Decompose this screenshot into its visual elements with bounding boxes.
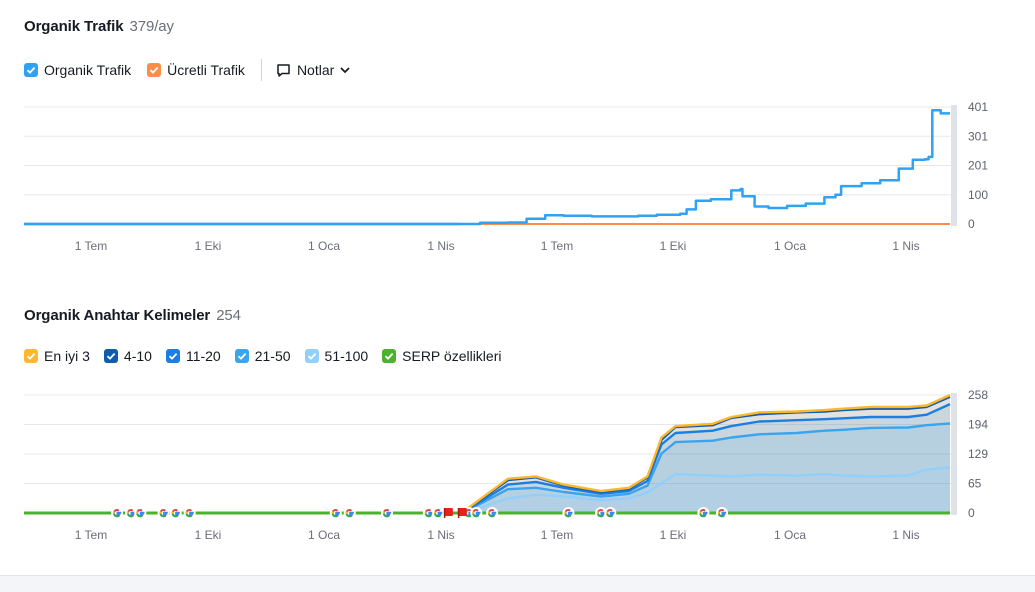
keywords-chart: 258 194 129 65 0 1 Tem 1 Eki 1 Oca 1 Nis 1 Tem 1 E… [0, 0, 1035, 560]
google-update-icon[interactable] [486, 507, 498, 519]
x-tick-label: 1 Nis [892, 528, 919, 542]
x-tick-label: 1 Eki [195, 528, 222, 542]
google-update-icon[interactable] [697, 507, 709, 519]
flag-pole [458, 508, 460, 518]
y-tick-label: 129 [968, 447, 988, 461]
google-update-icon[interactable] [134, 507, 146, 519]
x-tick-label: 1 Eki [660, 528, 687, 542]
google-update-icon[interactable] [562, 507, 574, 519]
x-tick-label: 1 Oca [774, 528, 806, 542]
x-tick-label: 1 Nis [427, 528, 454, 542]
x-tick-label: 1 Tem [541, 528, 573, 542]
y-tick-label: 65 [968, 477, 982, 491]
google-update-icon[interactable] [432, 507, 444, 519]
y-tick-label: 258 [968, 388, 988, 402]
google-update-icon[interactable] [111, 507, 123, 519]
x-tick-label: 1 Tem [75, 528, 107, 542]
google-update-icon[interactable] [716, 507, 728, 519]
google-update-icon[interactable] [330, 507, 342, 519]
google-update-icon[interactable] [158, 507, 170, 519]
flag-pole [444, 508, 446, 518]
google-update-icon[interactable] [470, 507, 482, 519]
flag-marker-icon[interactable] [444, 508, 453, 518]
google-update-icon[interactable] [170, 507, 182, 519]
x-tick-label: 1 Oca [308, 528, 340, 542]
right-edge-bar [951, 393, 957, 515]
footer-bar [0, 575, 1035, 592]
google-update-icon[interactable] [344, 507, 356, 519]
y-tick-label: 0 [968, 506, 975, 520]
google-update-icon[interactable] [381, 507, 393, 519]
google-update-icon[interactable] [604, 507, 616, 519]
google-update-icon[interactable] [184, 507, 196, 519]
y-tick-label: 194 [968, 418, 988, 432]
